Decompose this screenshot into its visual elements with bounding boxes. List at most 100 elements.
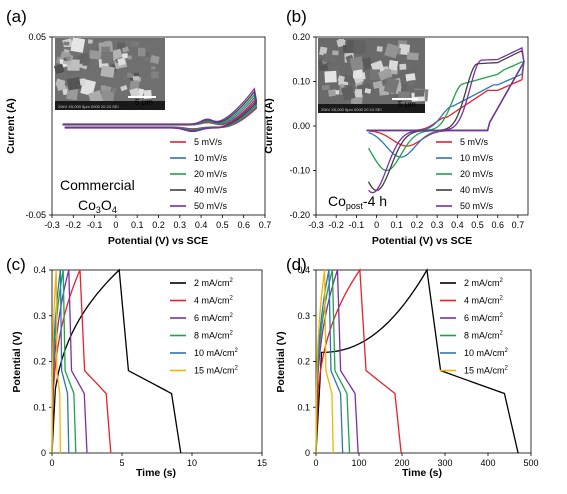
panel-d-label: (d) [286,255,307,274]
sem-particle [82,57,91,66]
sem-particle [388,59,399,71]
sem-particle [88,90,104,105]
sem-particle [63,41,70,46]
y-tick-label: 0.2 [33,357,46,367]
x-tick-label: -0.1 [87,220,103,230]
x-tick-label: 0 [113,220,118,230]
x-tick-label: 0 [374,220,379,230]
series-line [315,269,334,454]
legend-label: 40 mV/s [194,185,228,195]
x-tick-label: 15 [257,458,267,468]
sem-particle [405,73,416,82]
y-tick-label: -0.10 [289,166,310,176]
x-tick-label: 0.4 [451,220,464,230]
sem-particle [352,69,363,79]
panel-d: (d) 0 100 200 300 400 500 0.4 0.3 0.2 0.1 0 2 mA/… [275,255,539,479]
sem-particle [149,55,160,64]
sem-particle [327,89,337,97]
sem-particle [369,37,374,42]
panel-b-sem-inset: 5 μm 20kV X5,000 5μm 0000 20 24 SEI [318,37,429,113]
x-tick-label: 0.7 [259,220,272,230]
legend-label: 10 mA/cm2 [194,348,239,358]
legend-label: 6 mA/cm2 [464,313,504,323]
legend-label: 20 mV/s [460,169,494,179]
panel-c-label: (c) [6,255,26,274]
legend-label: 5 mV/s [460,137,489,147]
sem-particle [150,66,156,70]
sem-particle [143,56,151,62]
sem-particle [126,72,135,79]
series-line [315,268,402,454]
sem-particle [110,48,123,60]
x-tick-label: 500 [523,458,538,468]
legend-label: 15 mA/cm2 [464,366,509,376]
panel-b-sem-caption: 20kV X5,000 5μm 0000 20 24 SEI [321,107,382,112]
sem-particle [120,84,128,92]
sem-particle [89,50,102,60]
panel-a: (a) -0.3 -0.2 -0.1 0 0.1 0.2 0.3 0.4 0.5 0.6 0.7 0… [5,7,271,247]
x-tick-label: 5 [119,458,124,468]
sem-particle [111,87,117,93]
panel-c-ylabel: Potential (V) [11,331,23,392]
sem-particle [408,80,416,86]
sem-particle [129,87,140,98]
sem-particle [364,88,372,94]
x-tick-label: 0 [313,458,318,468]
panel-a-label: (a) [6,7,27,26]
series-line [51,269,88,454]
panel-b-sem-databar [318,104,425,113]
panel-a-sem-inset: 5 μm 20kV X5,000 5μm 0000 20 24 SEI [53,37,165,110]
x-tick-label: -0.3 [44,220,60,230]
y-tick-label: 0.10 [292,77,310,87]
panel-b-xlabel: Potential (V) vs SCE [372,235,472,247]
x-tick-label: 0.5 [471,220,484,230]
sem-particle [121,46,130,53]
panel-a-annotation-line1: Commercial [60,177,135,193]
panel-a-sem-caption: 20kV X5,000 5μm 0000 20 24 SEI [58,104,119,109]
panel-c: (c) 0 5 10 15 0.4 0.3 0.2 0.1 0 2 mA/cm2 4 mA/cm… [6,255,267,479]
y-tick-label: 0.1 [33,402,46,412]
legend-label: 5 mV/s [194,137,223,147]
sem-particle [409,68,419,75]
y-tick-label: -0.20 [289,210,310,220]
sem-particle [321,84,330,91]
sem-particle [410,42,416,49]
sem-particle [117,57,126,66]
sem-particle [398,43,411,56]
panel-b: (b) -0.3 -0.2 -0.1 0 0.1 0.2 0.3 0.4 0.5 0.6 0.7 0… [263,7,529,247]
series-line [62,87,258,133]
sem-particle [324,70,337,83]
y-tick-label: 0.4 [33,265,46,275]
y-tick-label: 0 [305,448,310,458]
sem-particle [383,77,400,94]
series-line [51,269,62,454]
y-tick-label: 0.1 [297,402,310,412]
sem-particle [143,42,154,52]
legend-label: 10 mV/s [194,153,228,163]
y-tick-label: 0.20 [292,32,310,42]
sem-particle [319,46,328,56]
series-line [315,269,351,454]
legend-label: 40 mV/s [460,185,494,195]
x-tick-label: -0.3 [308,220,324,230]
legend-label: 10 mV/s [460,153,494,163]
sem-particle [339,83,345,88]
sem-particle [121,52,129,59]
legend-label: 10 mA/cm2 [464,348,509,358]
sem-particle [55,80,67,92]
panel-a-xlabel: Potential (V) vs SCE [108,235,208,247]
sem-particle [342,74,356,84]
sem-particle [66,55,72,61]
x-tick-label: 0.1 [391,220,404,230]
sem-particle [53,63,65,75]
sem-particle [101,51,114,64]
sem-particle [127,55,132,60]
legend-label: 2 mA/cm2 [194,278,234,288]
sem-particle [130,41,139,47]
sem-particle [100,85,107,91]
sem-particle [66,77,81,91]
series-line [51,269,77,454]
panel-a-scale-label: 5 μm [135,98,153,107]
sem-particle [151,71,159,79]
